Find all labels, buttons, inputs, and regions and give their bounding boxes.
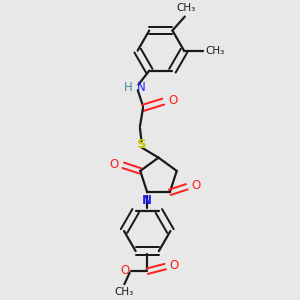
Text: S: S xyxy=(137,138,146,151)
Text: H: H xyxy=(124,81,133,94)
Text: O: O xyxy=(110,158,118,171)
Text: CH₃: CH₃ xyxy=(177,3,196,13)
Text: O: O xyxy=(191,179,201,192)
Text: O: O xyxy=(120,264,129,277)
Text: N: N xyxy=(137,81,146,94)
Text: CH₃: CH₃ xyxy=(115,287,134,297)
Text: CH₃: CH₃ xyxy=(205,46,224,56)
Text: N: N xyxy=(142,194,152,207)
Text: O: O xyxy=(170,259,179,272)
Text: O: O xyxy=(168,94,177,107)
